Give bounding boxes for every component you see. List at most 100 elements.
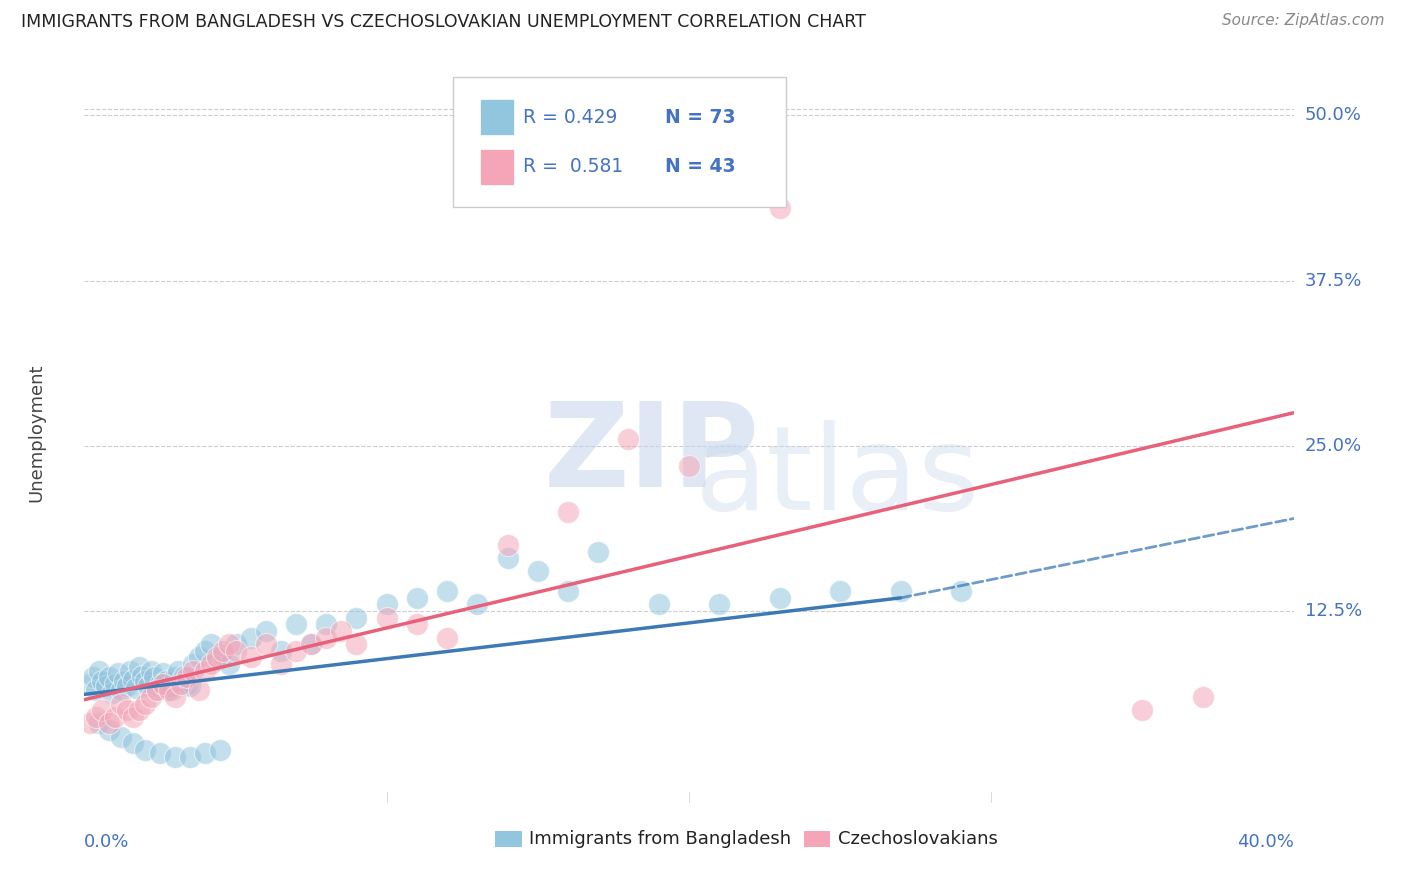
Point	[131, 669, 153, 683]
Text: ZIP: ZIP	[544, 397, 759, 512]
Point	[121, 710, 143, 724]
Point	[254, 637, 277, 651]
Text: R =  0.581: R = 0.581	[523, 157, 623, 177]
Point	[467, 598, 489, 612]
Point	[115, 703, 138, 717]
Point	[142, 670, 165, 684]
Point	[709, 598, 731, 612]
Point	[170, 677, 193, 691]
Point	[218, 657, 240, 671]
Point	[160, 683, 183, 698]
Point	[200, 657, 222, 671]
Point	[97, 723, 120, 737]
Text: 50.0%: 50.0%	[1305, 106, 1361, 124]
Point	[188, 650, 211, 665]
Point	[375, 598, 398, 612]
Point	[79, 677, 101, 691]
Point	[588, 544, 610, 558]
Point	[128, 659, 150, 673]
Text: atlas: atlas	[695, 419, 980, 534]
Point	[173, 669, 195, 683]
Point	[107, 666, 129, 681]
Text: 37.5%: 37.5%	[1305, 271, 1362, 290]
Point	[91, 674, 114, 689]
Text: 25.0%: 25.0%	[1305, 437, 1362, 455]
Point	[239, 631, 262, 645]
Point	[118, 664, 141, 678]
Text: R = 0.429: R = 0.429	[523, 108, 617, 127]
Point	[315, 631, 337, 645]
Point	[346, 637, 368, 651]
Text: N = 73: N = 73	[665, 108, 735, 127]
Point	[152, 666, 174, 681]
Point	[200, 637, 222, 651]
Point	[436, 584, 458, 599]
Point	[270, 657, 292, 671]
Point	[406, 591, 429, 605]
Point	[239, 650, 262, 665]
Point	[299, 637, 322, 651]
Point	[375, 611, 398, 625]
Point	[104, 710, 127, 724]
Text: Unemployment: Unemployment	[27, 363, 45, 502]
Point	[110, 697, 132, 711]
Point	[678, 458, 700, 473]
Point	[218, 637, 240, 651]
Bar	[479, 99, 513, 135]
Point	[179, 680, 201, 694]
Point	[346, 611, 368, 625]
Text: 0.0%: 0.0%	[84, 833, 129, 851]
FancyBboxPatch shape	[453, 78, 786, 207]
Point	[94, 680, 117, 694]
Point	[557, 505, 579, 519]
Point	[207, 650, 229, 665]
Text: Source: ZipAtlas.com: Source: ZipAtlas.com	[1222, 13, 1385, 29]
Bar	[495, 831, 522, 847]
Text: N = 43: N = 43	[665, 157, 735, 177]
Point	[100, 686, 122, 700]
Point	[146, 683, 169, 698]
Point	[179, 749, 201, 764]
Point	[648, 598, 671, 612]
Bar	[479, 149, 513, 185]
Point	[136, 680, 159, 694]
Point	[212, 644, 235, 658]
Point	[110, 683, 132, 698]
Text: 12.5%: 12.5%	[1305, 602, 1362, 620]
Point	[330, 624, 353, 638]
Point	[97, 670, 120, 684]
Point	[617, 432, 640, 446]
Point	[82, 670, 104, 684]
Point	[315, 617, 337, 632]
Point	[299, 637, 322, 651]
Point	[139, 664, 162, 678]
Point	[86, 710, 108, 724]
Point	[91, 703, 114, 717]
Point	[176, 677, 198, 691]
Point	[79, 716, 101, 731]
Text: Czechoslovakians: Czechoslovakians	[838, 830, 997, 848]
Point	[209, 743, 232, 757]
Point	[225, 644, 247, 658]
Point	[146, 683, 169, 698]
Point	[139, 690, 162, 704]
Point	[115, 680, 138, 694]
Point	[527, 565, 550, 579]
Point	[134, 743, 156, 757]
Point	[769, 201, 792, 215]
Point	[110, 730, 132, 744]
Point	[181, 657, 204, 671]
Point	[212, 648, 235, 662]
Point	[181, 664, 204, 678]
Point	[89, 664, 111, 678]
Point	[149, 677, 172, 691]
Point	[1130, 703, 1153, 717]
Point	[128, 703, 150, 717]
Bar	[804, 831, 831, 847]
Text: 40.0%: 40.0%	[1237, 833, 1294, 851]
Point	[496, 551, 519, 566]
Point	[97, 716, 120, 731]
Point	[406, 617, 429, 632]
Point	[167, 664, 190, 678]
Point	[121, 736, 143, 750]
